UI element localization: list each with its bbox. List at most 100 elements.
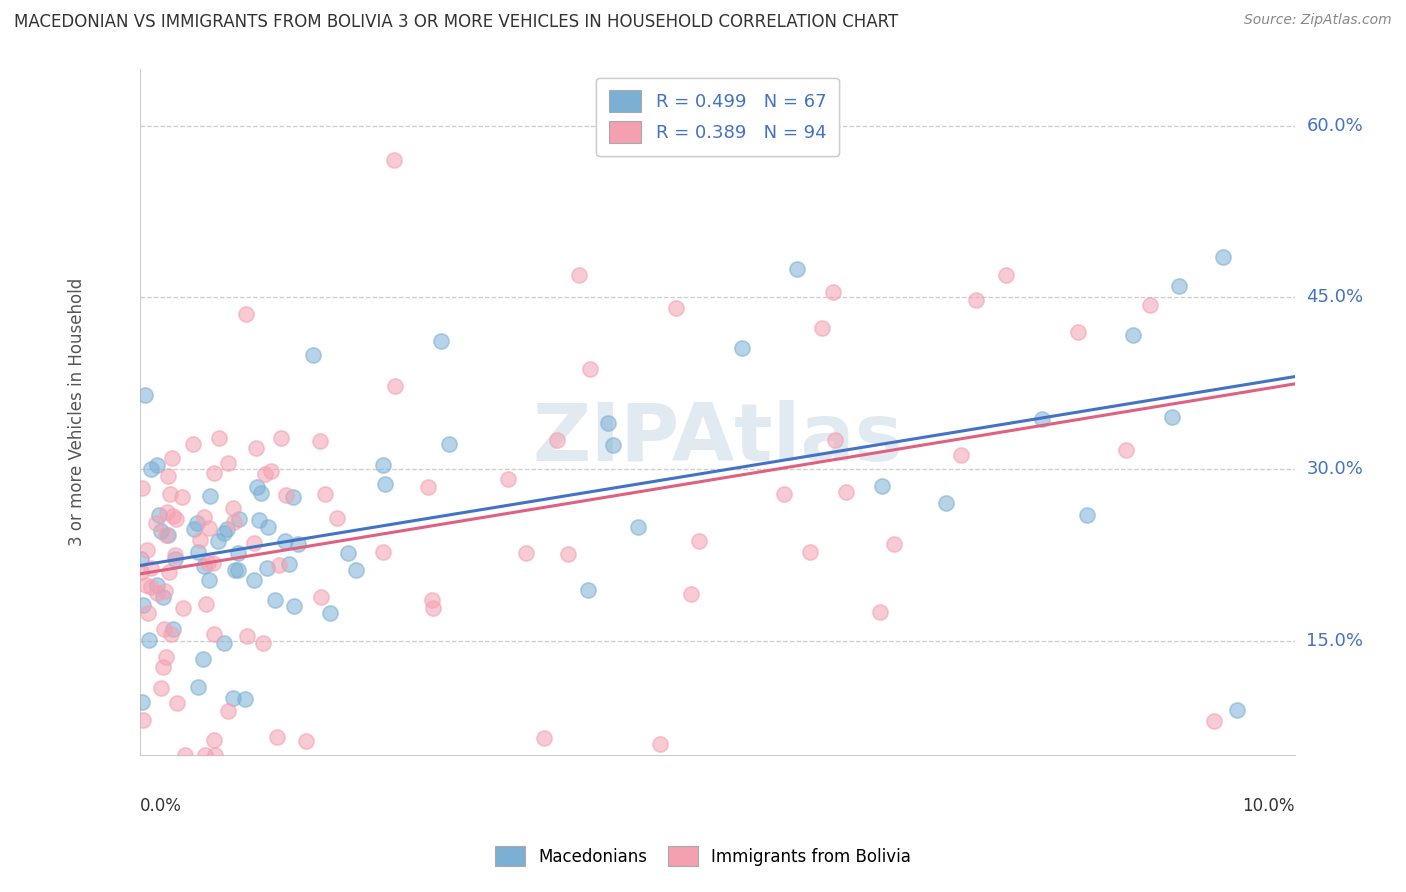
- Point: [187, 680, 209, 694]
- Point: [193, 510, 215, 524]
- Point: [172, 601, 194, 615]
- Point: [150, 681, 173, 696]
- Point: [496, 472, 519, 486]
- Point: [264, 593, 287, 607]
- Point: [270, 431, 292, 445]
- Point: [152, 590, 174, 604]
- Point: [195, 597, 218, 611]
- Point: [217, 456, 239, 470]
- Point: [243, 536, 266, 550]
- Point: [872, 479, 894, 493]
- Legend: Macedonians, Immigrants from Bolivia: Macedonians, Immigrants from Bolivia: [486, 838, 920, 875]
- Point: [202, 627, 225, 641]
- Text: 10.0%: 10.0%: [1243, 797, 1295, 814]
- Point: [233, 692, 256, 706]
- Point: [730, 341, 752, 355]
- Text: 45.0%: 45.0%: [1306, 288, 1364, 307]
- Text: Source: ZipAtlas.com: Source: ZipAtlas.com: [1244, 13, 1392, 28]
- Point: [420, 593, 443, 607]
- Point: [170, 490, 193, 504]
- Point: [156, 505, 179, 519]
- Point: [429, 334, 451, 348]
- Point: [215, 522, 238, 536]
- Point: [173, 748, 195, 763]
- Point: [221, 501, 243, 516]
- Point: [283, 599, 305, 614]
- Point: [197, 556, 219, 570]
- Point: [422, 600, 444, 615]
- Point: [418, 480, 440, 494]
- Point: [139, 462, 162, 476]
- Point: [236, 629, 259, 643]
- Point: [314, 487, 336, 501]
- Point: [665, 301, 688, 316]
- Point: [204, 748, 226, 763]
- Point: [243, 573, 266, 587]
- Point: [596, 416, 619, 430]
- Text: 0.0%: 0.0%: [141, 797, 181, 814]
- Point: [212, 526, 235, 541]
- Point: [160, 627, 183, 641]
- Text: 3 or more Vehicles in Household: 3 or more Vehicles in Household: [67, 277, 86, 546]
- Point: [198, 573, 221, 587]
- Point: [247, 512, 270, 526]
- Point: [883, 537, 905, 551]
- Point: [129, 565, 152, 579]
- Point: [217, 704, 239, 718]
- Point: [155, 649, 177, 664]
- Point: [228, 512, 250, 526]
- Point: [201, 557, 224, 571]
- Point: [224, 563, 246, 577]
- Point: [568, 268, 591, 282]
- Text: 60.0%: 60.0%: [1306, 117, 1364, 135]
- Point: [302, 348, 325, 362]
- Point: [1202, 714, 1225, 728]
- Point: [208, 431, 231, 445]
- Point: [165, 548, 187, 562]
- Point: [688, 534, 710, 549]
- Point: [1122, 328, 1144, 343]
- Point: [309, 590, 332, 604]
- Point: [811, 321, 834, 335]
- Point: [150, 524, 173, 538]
- Point: [1168, 279, 1191, 293]
- Point: [1067, 325, 1090, 339]
- Point: [834, 484, 856, 499]
- Point: [515, 546, 537, 560]
- Point: [437, 437, 460, 451]
- Point: [995, 268, 1018, 282]
- Point: [1139, 298, 1161, 312]
- Point: [224, 515, 246, 529]
- Point: [212, 636, 235, 650]
- Point: [246, 480, 269, 494]
- Point: [1076, 508, 1098, 522]
- Point: [965, 293, 987, 307]
- Point: [256, 560, 278, 574]
- Point: [384, 378, 406, 392]
- Point: [165, 512, 187, 526]
- Point: [821, 285, 844, 299]
- Point: [156, 469, 179, 483]
- Point: [373, 458, 395, 472]
- Point: [295, 734, 318, 748]
- Point: [278, 558, 301, 572]
- Point: [145, 516, 167, 531]
- Point: [235, 307, 257, 321]
- Point: [382, 153, 405, 167]
- Point: [207, 534, 229, 549]
- Point: [188, 533, 211, 547]
- Point: [162, 622, 184, 636]
- Point: [139, 580, 162, 594]
- Point: [252, 636, 274, 650]
- Point: [194, 748, 217, 763]
- Point: [319, 607, 342, 621]
- Point: [260, 464, 283, 478]
- Point: [146, 586, 169, 600]
- Point: [799, 544, 821, 558]
- Point: [141, 561, 163, 575]
- Point: [326, 510, 349, 524]
- Point: [579, 362, 602, 376]
- Point: [131, 713, 153, 727]
- Point: [159, 487, 181, 501]
- Point: [187, 545, 209, 559]
